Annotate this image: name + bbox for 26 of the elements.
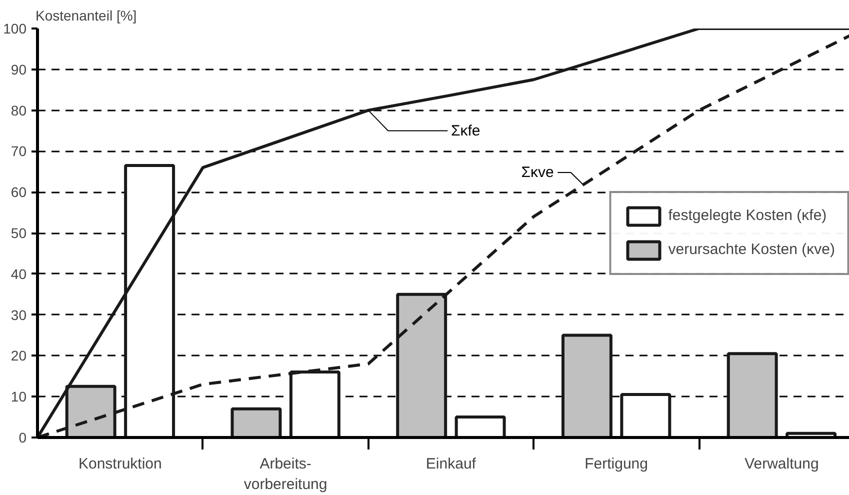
y-tick-label: 30: [10, 306, 27, 323]
x-tick-label: Konstruktion: [78, 456, 162, 472]
x-tick-label: Einkauf: [426, 456, 477, 472]
x-tick-label: Arbeits- vorbereitung: [244, 456, 328, 493]
y-tick-label: 20: [10, 348, 27, 364]
legend-label: festgelegte Kosten (κfe): [668, 207, 827, 224]
legend-label: verursachte Kosten (κve): [668, 241, 835, 258]
bar: [726, 352, 778, 438]
x-tick-label: Verwaltung: [744, 456, 819, 472]
y-tick-label: 50: [10, 225, 27, 241]
y-tick-label: 90: [10, 61, 27, 78]
y-tick-label: 0: [18, 430, 27, 446]
y-tick-label: 80: [10, 102, 27, 118]
series-label: Σκve: [521, 164, 554, 181]
y-tick-label: 40: [10, 266, 27, 282]
bar: [454, 416, 506, 438]
bar: [230, 407, 282, 438]
series-label: Σκfe: [450, 122, 480, 140]
bar: [561, 334, 612, 438]
bar: [620, 393, 672, 438]
y-tick-label: 10: [10, 388, 27, 405]
y-tick-label: 60: [10, 184, 27, 200]
y-axis-title: Kostenanteil [%]: [36, 8, 137, 24]
x-tick-label: Fertigung: [584, 456, 648, 472]
y-tick-label: 100: [3, 20, 27, 36]
y-tick-label: 70: [10, 143, 27, 160]
